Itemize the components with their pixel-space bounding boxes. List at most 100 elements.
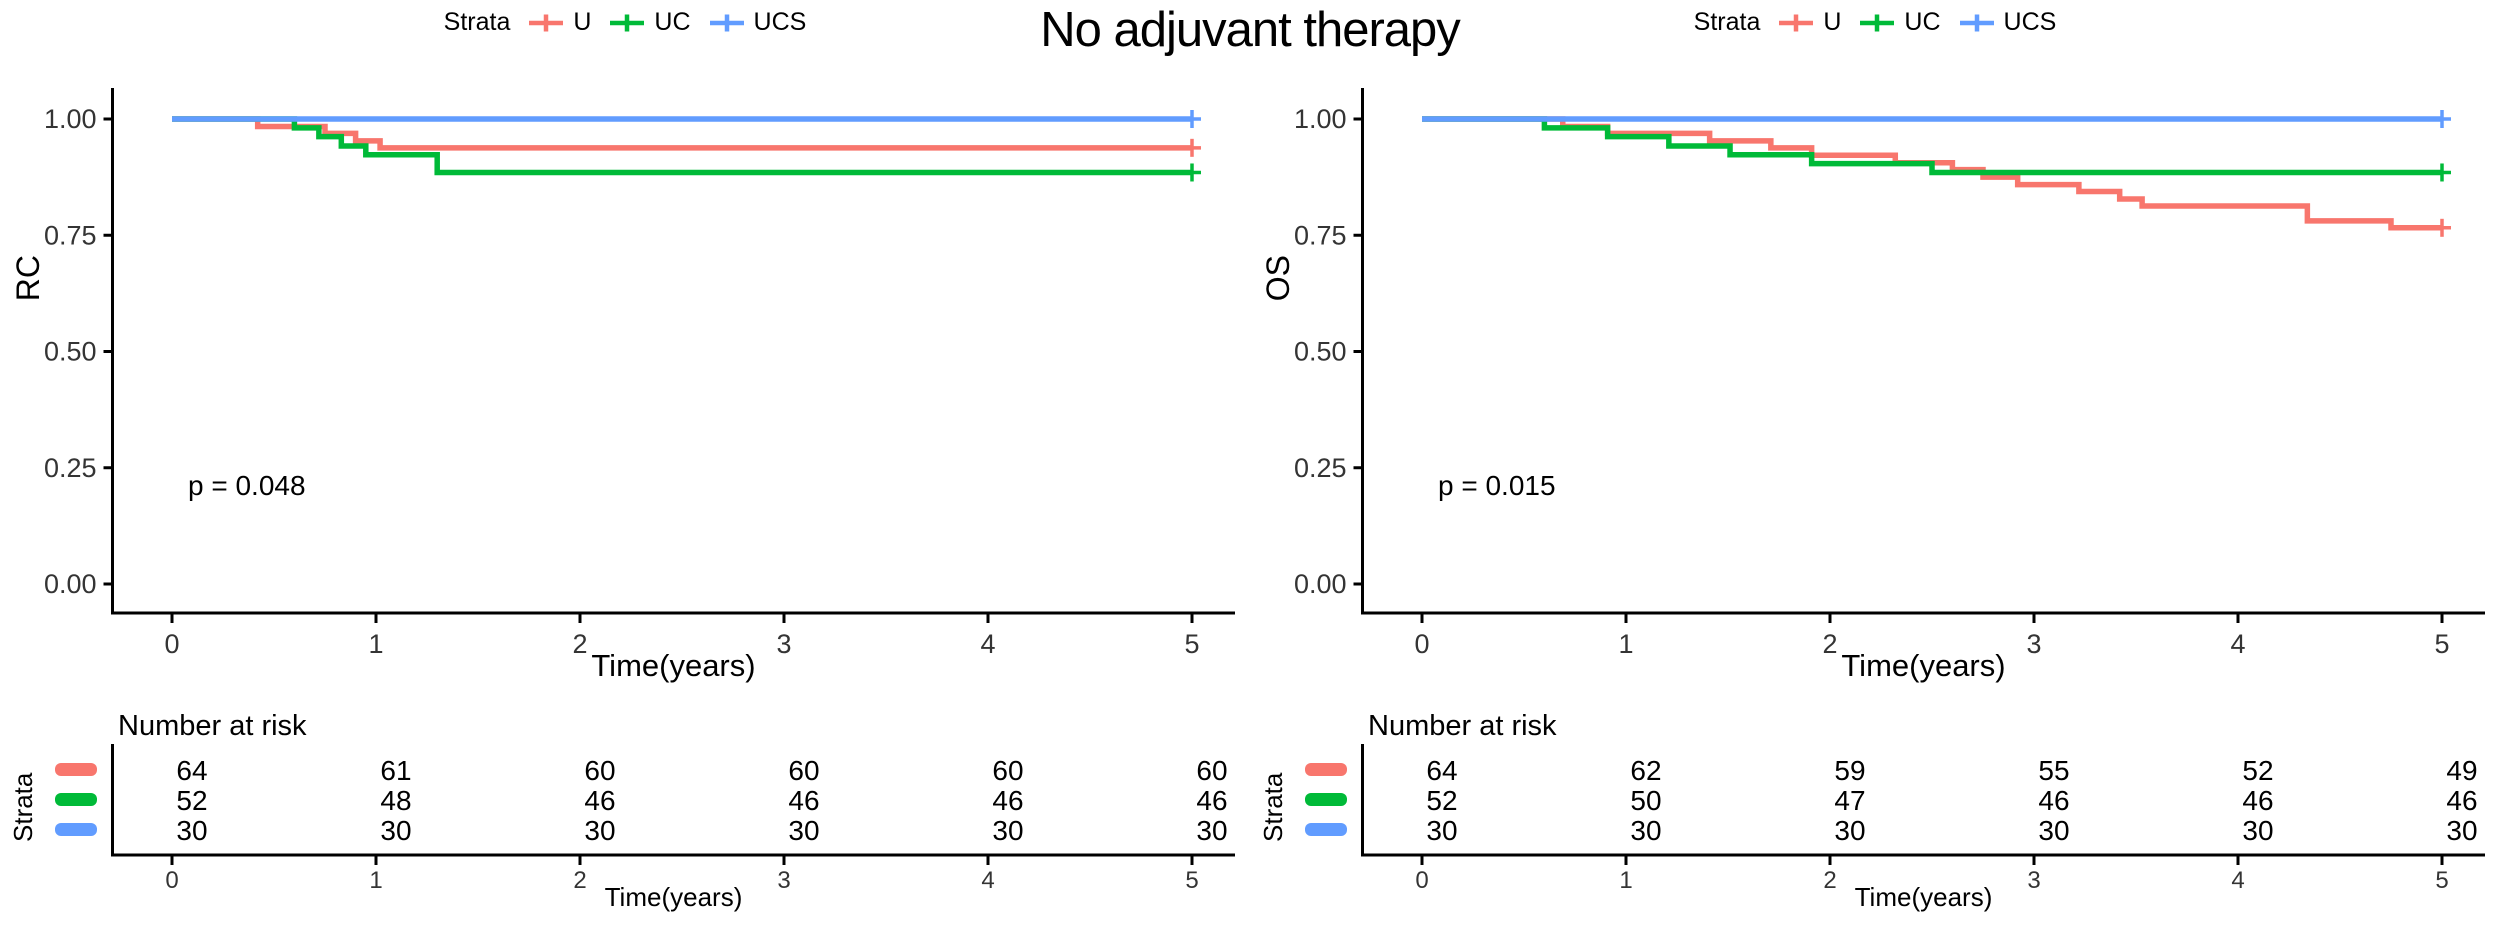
legend-item-UC: UC [1857, 8, 1941, 37]
risk-x-tick-label: 3 [777, 867, 790, 894]
x-tick-label: 5 [2434, 629, 2449, 659]
x-axis-label: Time(years) [1841, 648, 2006, 683]
y-tick-label: 0.75 [44, 220, 97, 250]
risk-count: 47 [1834, 785, 1865, 816]
risk-x-tick-label: 2 [1823, 867, 1836, 894]
risk-x-tick-label: 1 [1619, 867, 1632, 894]
risk-count: 61 [380, 755, 411, 786]
y-tick-label: 1.00 [44, 104, 97, 134]
legend-key-icon [1959, 14, 1994, 31]
km-curve-UC [172, 116, 1192, 176]
risk-row-UC: 52 48 46 46 46 46 [55, 785, 1228, 816]
risk-x-tick-label: 0 [165, 867, 178, 894]
y-tick-label: 0.00 [1294, 569, 1347, 599]
x-tick-label: 2 [1822, 629, 1837, 659]
y-axis-label: RC [10, 255, 46, 302]
risk-count: 59 [1834, 755, 1865, 786]
panel-rc: Strata U UC UCS 0.00 0.25 0.50 0.75 1.00 0 1 2 3 4 5… [8, 8, 1235, 912]
risk-x-tick-label: 4 [981, 867, 994, 894]
risk-count: 46 [1196, 785, 1227, 816]
y-tick-label: 0.00 [44, 569, 97, 599]
strata-swatch-U [55, 763, 97, 776]
risk-count: 30 [380, 815, 411, 846]
risk-row-UC: 52 50 47 46 46 46 [1305, 785, 2478, 816]
y-tick-label: 0.50 [44, 337, 97, 367]
risk-count: 46 [2242, 785, 2273, 816]
risk-count: 30 [788, 815, 819, 846]
risk-table-header: Number at risk [118, 710, 307, 742]
legend-item-UCS: UCS [707, 8, 806, 37]
risk-count: 30 [1834, 815, 1865, 846]
risk-count: 30 [584, 815, 615, 846]
y-axis-label: OS [1260, 255, 1296, 302]
censor-mark-UC [2433, 163, 2451, 182]
x-tick-label: 0 [164, 629, 179, 659]
censor-mark-UCS [2433, 110, 2451, 128]
risk-count: 30 [2446, 815, 2477, 846]
risk-count: 30 [992, 815, 1023, 846]
risk-count: 62 [1630, 755, 1661, 786]
km-curve-U [1422, 116, 2442, 231]
risk-count: 52 [176, 785, 207, 816]
legend-key-icon [610, 14, 645, 31]
strata-swatch-UC [1305, 793, 1347, 806]
legend-item-label: U [1823, 8, 1842, 36]
km-curve-UC [1422, 116, 2442, 176]
censor-mark-UC [1183, 163, 1201, 182]
legend-item-label: UC [654, 8, 691, 36]
legend-key-icon [1779, 14, 1814, 31]
x-tick-label: 4 [980, 629, 995, 659]
risk-count: 30 [2038, 815, 2069, 846]
p-value-label: p = 0.048 [188, 470, 306, 501]
x-tick-label: 2 [572, 629, 587, 659]
legend-item-label: UCS [2003, 8, 2057, 36]
km-plot-os: 0.00 0.25 0.50 0.75 1.00 0 1 2 3 4 5 [1294, 88, 2485, 659]
strata-swatch-UC [55, 793, 97, 806]
km-curve-U [172, 116, 1192, 151]
censor-mark-U [2433, 218, 2451, 237]
risk-count: 30 [1426, 815, 1457, 846]
risk-count: 30 [1630, 815, 1661, 846]
km-plot-rc: 0.00 0.25 0.50 0.75 1.00 0 1 2 3 4 5 [44, 88, 1235, 659]
y-tick-label: 0.25 [44, 453, 97, 483]
strata-legend: Strata U UC UCS [1250, 8, 2500, 37]
risk-count: 46 [2038, 785, 2069, 816]
risk-count: 30 [1196, 815, 1227, 846]
legend-title: Strata [1693, 8, 1761, 36]
legend-title: Strata [443, 8, 511, 36]
panel-os: Strata U UC UCS 0.00 0.25 0.50 0.75 1.00 0 1 2 3 4 5… [1250, 0, 2500, 927]
legend-key-icon [529, 14, 564, 31]
x-tick-label: 0 [1414, 629, 1429, 659]
legend-item-U: U [526, 8, 591, 37]
strata-swatch-UCS [1305, 823, 1347, 836]
legend-item-UC: UC [607, 8, 691, 37]
legend-item-UCS: UCS [1957, 8, 2057, 37]
figure-title: No adjuvant therapy [1040, 3, 1461, 57]
legend-key-icon [1860, 14, 1895, 31]
legend-item-label: UC [1904, 8, 1941, 36]
censor-mark-U [1183, 138, 1201, 157]
risk-count: 30 [176, 815, 207, 846]
risk-count: 46 [992, 785, 1023, 816]
risk-x-tick-label: 5 [1185, 867, 1198, 894]
risk-table-header: Number at risk [1368, 710, 1557, 742]
risk-count: 46 [2446, 785, 2477, 816]
risk-row-UCS: 30 30 30 30 30 30 [55, 815, 1228, 846]
risk-count: 60 [788, 755, 819, 786]
risk-count: 60 [992, 755, 1023, 786]
risk-x-tick-label: 1 [369, 867, 382, 894]
risk-count: 64 [176, 755, 207, 786]
risk-x-axis-label: Time(years) [604, 882, 743, 912]
risk-count: 48 [380, 785, 411, 816]
y-tick-label: 0.25 [1294, 453, 1347, 483]
risk-x-tick-label: 4 [2231, 867, 2244, 894]
risk-count: 52 [2242, 755, 2273, 786]
legend-item-U: U [1776, 8, 1841, 37]
risk-x-axis-label: Time(years) [1854, 882, 1993, 912]
x-tick-label: 1 [368, 629, 383, 659]
x-tick-label: 5 [1184, 629, 1199, 659]
y-tick-label: 0.75 [1294, 220, 1347, 250]
risk-count: 50 [1630, 785, 1661, 816]
risk-count: 52 [1426, 785, 1457, 816]
